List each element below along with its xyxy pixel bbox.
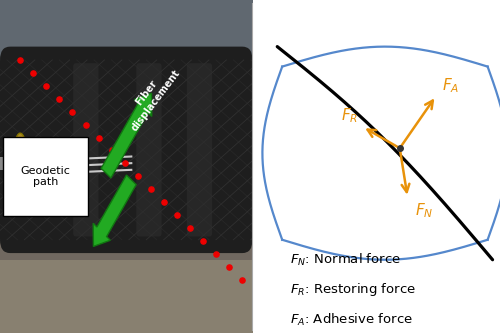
Bar bbox=[0, 260, 252, 333]
Point bbox=[212, 251, 220, 256]
Point bbox=[82, 122, 90, 127]
Point bbox=[199, 238, 207, 244]
Text: $F_R$: $F_R$ bbox=[340, 106, 357, 125]
FancyArrow shape bbox=[101, 93, 152, 178]
Point bbox=[30, 70, 38, 76]
Text: $F_N$: Normal force: $F_N$: Normal force bbox=[290, 252, 401, 268]
Point bbox=[134, 173, 142, 179]
Text: $F_R$: Restoring force: $F_R$: Restoring force bbox=[290, 281, 416, 298]
Point bbox=[226, 264, 234, 269]
FancyBboxPatch shape bbox=[2, 137, 88, 216]
Bar bbox=[0, 157, 18, 170]
Text: $F_A$: Adhesive force: $F_A$: Adhesive force bbox=[290, 312, 412, 328]
Point bbox=[186, 225, 194, 231]
Point bbox=[16, 57, 24, 63]
Point bbox=[68, 109, 76, 114]
FancyArrow shape bbox=[93, 175, 136, 246]
FancyBboxPatch shape bbox=[136, 63, 162, 236]
Point bbox=[56, 96, 64, 101]
Point bbox=[238, 277, 246, 282]
FancyBboxPatch shape bbox=[0, 47, 252, 253]
Point bbox=[42, 83, 50, 89]
Bar bbox=[0, 0, 252, 60]
Point bbox=[94, 135, 102, 140]
Point bbox=[147, 186, 155, 192]
Text: Geodetic
path: Geodetic path bbox=[20, 166, 70, 187]
Bar bbox=[0, 233, 252, 260]
Point bbox=[108, 148, 116, 153]
FancyBboxPatch shape bbox=[73, 63, 98, 236]
Text: $F_N$: $F_N$ bbox=[414, 201, 433, 220]
Text: Fiber
displacement: Fiber displacement bbox=[120, 61, 182, 133]
Point bbox=[173, 212, 181, 218]
Point bbox=[160, 199, 168, 205]
FancyBboxPatch shape bbox=[187, 63, 212, 236]
Point bbox=[121, 161, 129, 166]
Text: $F_A$: $F_A$ bbox=[442, 76, 459, 95]
Ellipse shape bbox=[12, 133, 28, 193]
